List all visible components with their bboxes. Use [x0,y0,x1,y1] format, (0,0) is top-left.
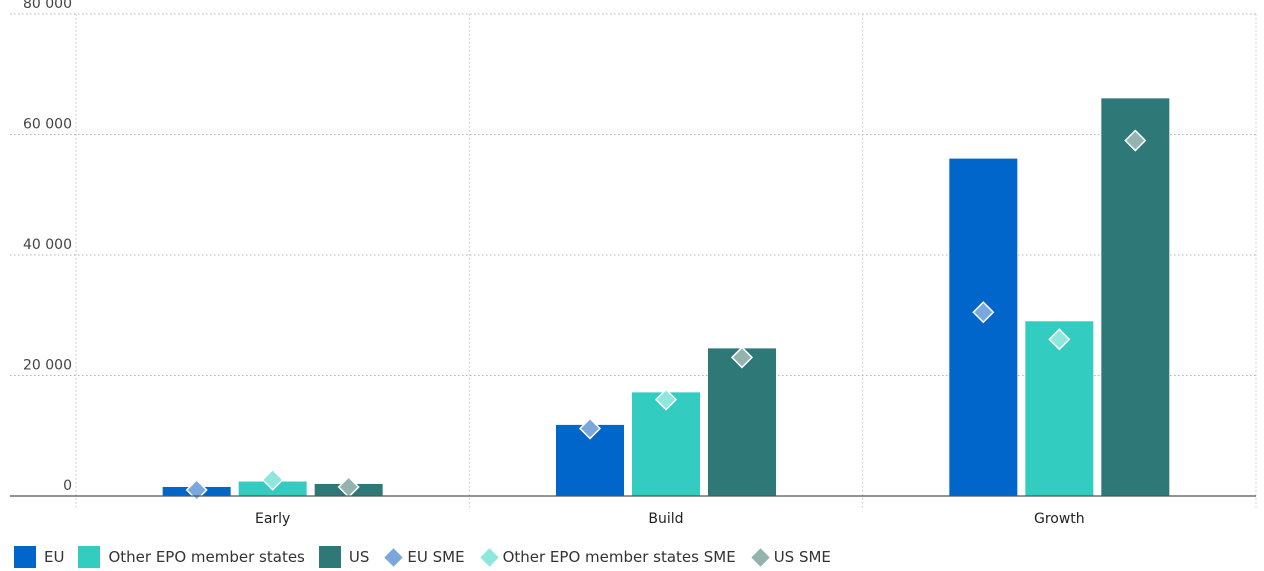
y-tick-label: 0 [63,478,72,494]
sme-marker [730,346,754,369]
y-axis: 0 20 000 40 000 60 000 80 000 [23,0,72,494]
legend-label: US SME [773,548,831,566]
legend-item: EU SME [383,547,465,567]
legend-item: US [318,546,370,568]
legend-diamond-icon [479,547,499,567]
sme-marker [185,478,208,502]
sme-marker [261,468,284,491]
legend-swatch [78,546,101,568]
y-tick-label: 80 000 [23,0,72,12]
legend-item: Other EPO member states SME [479,547,736,567]
legend-item: US SME [750,547,831,567]
legend-diamond-icon [384,547,404,567]
sme-marker [1048,328,1071,351]
sme-marker [972,301,995,324]
legend-label: Other EPO member states [108,548,305,566]
sme-marker [337,475,360,499]
legend-item: Other EPO member states [78,546,305,568]
x-category-label: Build [648,511,683,527]
sme-marker [578,417,602,440]
bars [162,98,1170,496]
bar [1101,98,1170,496]
bar [949,158,1018,496]
x-category-label: Early [255,511,290,527]
legend-item: EU [14,546,64,568]
bar-chart: 0 20 000 40 000 60 000 80 000 Early Build Grow… [10,0,1257,527]
legend-swatch [318,546,341,568]
legend-label: EU [44,548,65,566]
legend-diamond-icon [750,547,770,567]
y-tick-label: 40 000 [23,237,72,253]
x-axis: Early Build Growth [255,511,1085,527]
legend: EU Other EPO member states US EU SME Other E… [14,546,845,568]
grid-lines [10,13,1257,510]
sme-markers [185,129,1147,502]
legend-label: Other EPO member states SME [502,548,736,566]
y-tick-label: 60 000 [23,117,72,133]
legend-label: US [348,548,370,566]
y-tick-label: 20 000 [23,358,72,374]
sme-marker [1124,129,1147,152]
x-category-label: Growth [1034,511,1085,527]
sme-marker [654,388,678,411]
bar [708,348,776,496]
legend-label: EU SME [407,548,465,566]
legend-swatch [14,546,36,568]
